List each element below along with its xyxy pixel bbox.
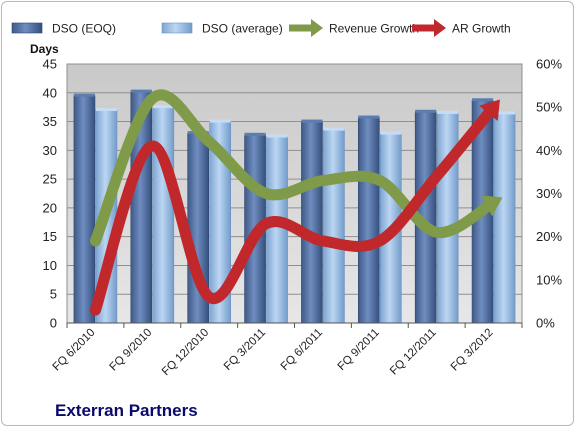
x-tick-label: FQ 3/2012	[449, 327, 496, 374]
bar	[358, 117, 380, 324]
y-tick-label: 30	[43, 143, 57, 158]
y-tick-label: 35	[43, 114, 57, 129]
legend-arrow-ar-growth	[434, 19, 446, 37]
y-tick-label: 5	[50, 287, 57, 302]
bar-cap	[301, 119, 323, 123]
legend-swatch-dso-average-	[161, 22, 193, 34]
bar-cap	[358, 115, 380, 119]
x-tick-label: FQ 9/2011	[336, 327, 382, 373]
x-tick-label: FQ 3/2011	[222, 327, 268, 373]
legend-label-dso-average-: DSO (average)	[202, 22, 283, 36]
revenue-growth-line	[89, 89, 500, 247]
legend-label-ar-growth: AR Growth	[452, 22, 511, 36]
legend-swatch-dso-eoq-	[11, 22, 43, 34]
bar-cap	[472, 98, 494, 102]
ar-growth-line	[89, 101, 500, 316]
bar-cap	[323, 127, 345, 131]
y-tick-label: 0	[50, 316, 57, 331]
bar-cap	[266, 134, 288, 138]
bar-cap	[437, 110, 459, 114]
revenue-growth-arrowhead	[480, 195, 503, 217]
x-tick-label: FQ 12/2010	[160, 327, 211, 378]
bar	[323, 129, 345, 324]
legend-label-dso-eoq-: DSO (EOQ)	[52, 22, 116, 36]
bar-cap	[494, 111, 516, 115]
y-tick-label: 20	[43, 200, 57, 215]
bar-cap	[244, 132, 266, 136]
y2-tick-label: 20%	[536, 229, 562, 244]
x-tick-label: FQ 9/2010	[108, 327, 155, 374]
y2-tick-label: 10%	[536, 272, 562, 287]
company-name: Exterran Partners	[55, 401, 198, 420]
y2-tick-label: 60%	[536, 57, 562, 72]
bar	[301, 121, 323, 324]
x-tick-label: FQ 6/2011	[279, 327, 325, 373]
y2-tick-label: 50%	[536, 100, 562, 115]
bar-cap	[152, 105, 174, 109]
y2-tick-label: 0%	[536, 316, 555, 331]
y-tick-label: 10	[43, 258, 57, 273]
bar-cap	[95, 108, 117, 112]
bar-cap	[209, 119, 231, 123]
bar	[73, 95, 96, 324]
legend-label-revenue-growth: Revenue Growth	[329, 22, 419, 36]
y2-tick-label: 40%	[536, 143, 562, 158]
x-tick-label: FQ 6/2010	[51, 327, 98, 374]
ar-growth-arrowhead	[479, 99, 500, 121]
x-tick-label: FQ 12/2011	[388, 327, 439, 378]
bar	[266, 136, 288, 324]
y-tick-label: 45	[43, 57, 57, 72]
y-tick-label: 15	[43, 229, 57, 244]
bar	[493, 113, 516, 324]
bar-cap	[73, 93, 95, 97]
legend-arrow-revenue-growth	[311, 19, 323, 37]
bar	[152, 106, 175, 324]
bar-cap	[415, 109, 437, 113]
y-tick-label: 25	[43, 172, 57, 187]
y-tick-label: 40	[43, 85, 57, 100]
y-axis-title: Days	[30, 42, 59, 56]
bar-cap	[130, 89, 152, 93]
y2-tick-label: 30%	[536, 186, 562, 201]
bar-cap	[380, 131, 402, 135]
bar	[436, 112, 459, 324]
